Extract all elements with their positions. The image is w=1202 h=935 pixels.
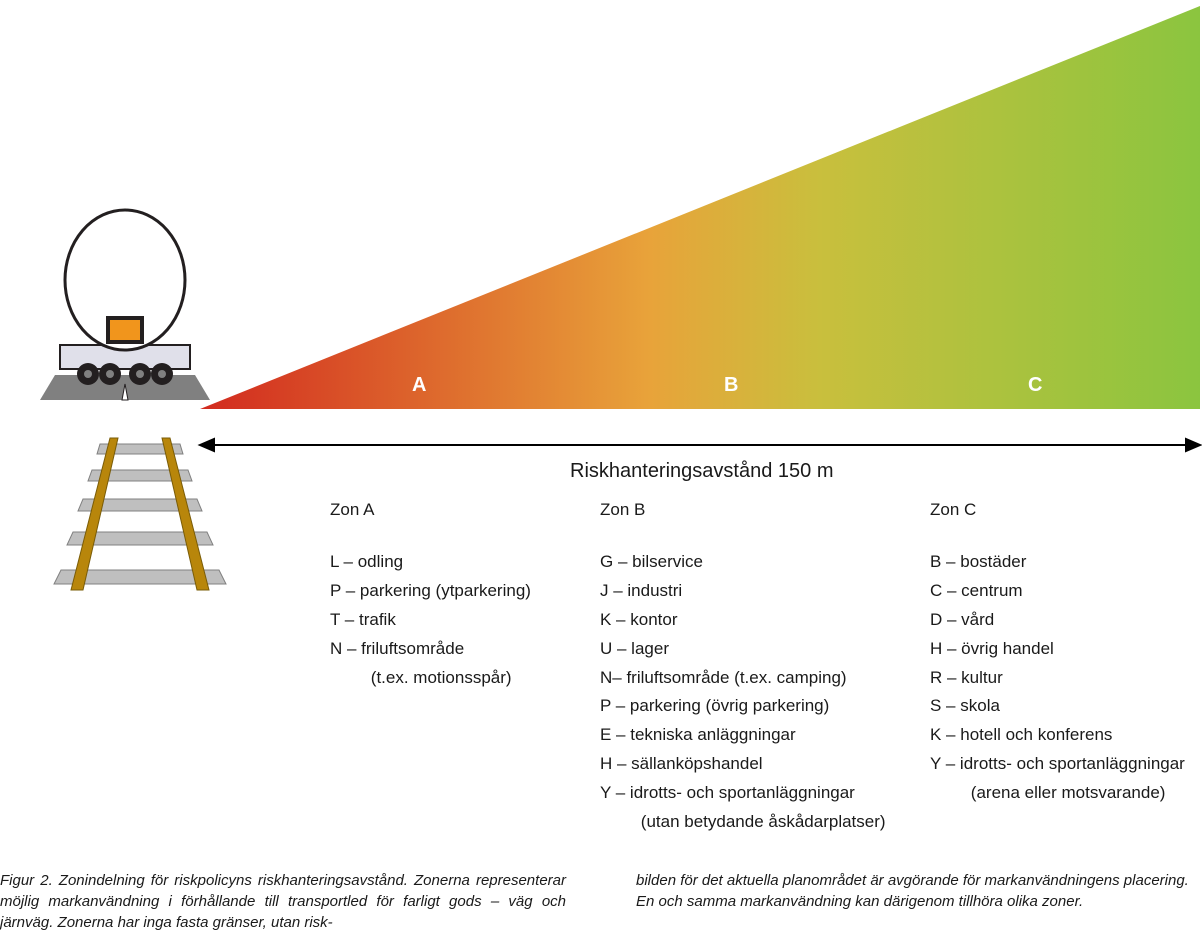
distance-arrow [200, 439, 1200, 451]
zone-b-item: E – tekniska anläggningar [600, 721, 910, 750]
zone-b-title: Zon B [600, 500, 910, 520]
zone-b-item: K – kontor [600, 606, 910, 635]
zone-b-item: Y – idrotts- och sportanläggningar [600, 779, 910, 808]
zone-columns: Zon A L – odling P – parkering (ytparker… [330, 500, 1180, 837]
zone-label-b: B [724, 374, 738, 397]
zone-a-item: P – parkering (ytparkering) [330, 577, 580, 606]
zone-b-item: G – bilservice [600, 548, 910, 577]
zone-a-column: Zon A L – odling P – parkering (ytparker… [330, 500, 580, 837]
zone-b-item: U – lager [600, 635, 910, 664]
zone-label-c: C [1028, 374, 1042, 397]
zone-c-item: K – hotell och konferens [930, 721, 1202, 750]
figure-caption: Figur 2. Zonindelning för riskpolicyns r… [0, 870, 1202, 933]
zone-a-item: T – trafik [330, 606, 580, 635]
zone-c-item: S – skola [930, 692, 1202, 721]
zone-b-item: N– friluftsområde (t.ex. camping) [600, 664, 910, 693]
zone-c-item: C – centrum [930, 577, 1202, 606]
risk-gradient-wedge [200, 6, 1200, 409]
zone-a-title: Zon A [330, 500, 580, 520]
page-root: A B C Riskhanteringsavstånd 150 m Zon A … [0, 0, 1202, 935]
zone-b-item: H – sällanköpshandel [600, 750, 910, 779]
zone-c-item: Y – idrotts- och sportanläggningar [930, 750, 1202, 779]
zone-c-item: R – kultur [930, 664, 1202, 693]
zone-a-item: L – odling [330, 548, 580, 577]
zone-b-subnote: (utan betydande åskådarplatser) [600, 808, 910, 837]
zone-c-item: B – bostäder [930, 548, 1202, 577]
zone-a-item: N – friluftsområde [330, 635, 580, 664]
zone-b-item: P – parkering (övrig parkering) [600, 692, 910, 721]
zone-a-subnote: (t.ex. motionsspår) [330, 664, 580, 693]
zone-b-item: J – industri [600, 577, 910, 606]
distance-label: Riskhanteringsavstånd 150 m [570, 460, 833, 483]
rail-track-icon [54, 438, 226, 590]
zone-b-column: Zon B G – bilservice J – industri K – ko… [600, 500, 910, 837]
zone-c-title: Zon C [930, 500, 1202, 520]
zone-c-item: D – vård [930, 606, 1202, 635]
caption-left: Figur 2. Zonindelning för riskpolicyns r… [0, 870, 566, 933]
caption-right: bilden för det aktuella planområdet är a… [636, 870, 1202, 933]
zone-c-subnote: (arena eller motsvarande) [930, 779, 1202, 808]
tank-wagon-icon [40, 210, 210, 400]
zone-label-a: A [412, 374, 426, 397]
zone-c-column: Zon C B – bostäder C – centrum D – vård … [930, 500, 1202, 837]
zone-c-item: H – övrig handel [930, 635, 1202, 664]
